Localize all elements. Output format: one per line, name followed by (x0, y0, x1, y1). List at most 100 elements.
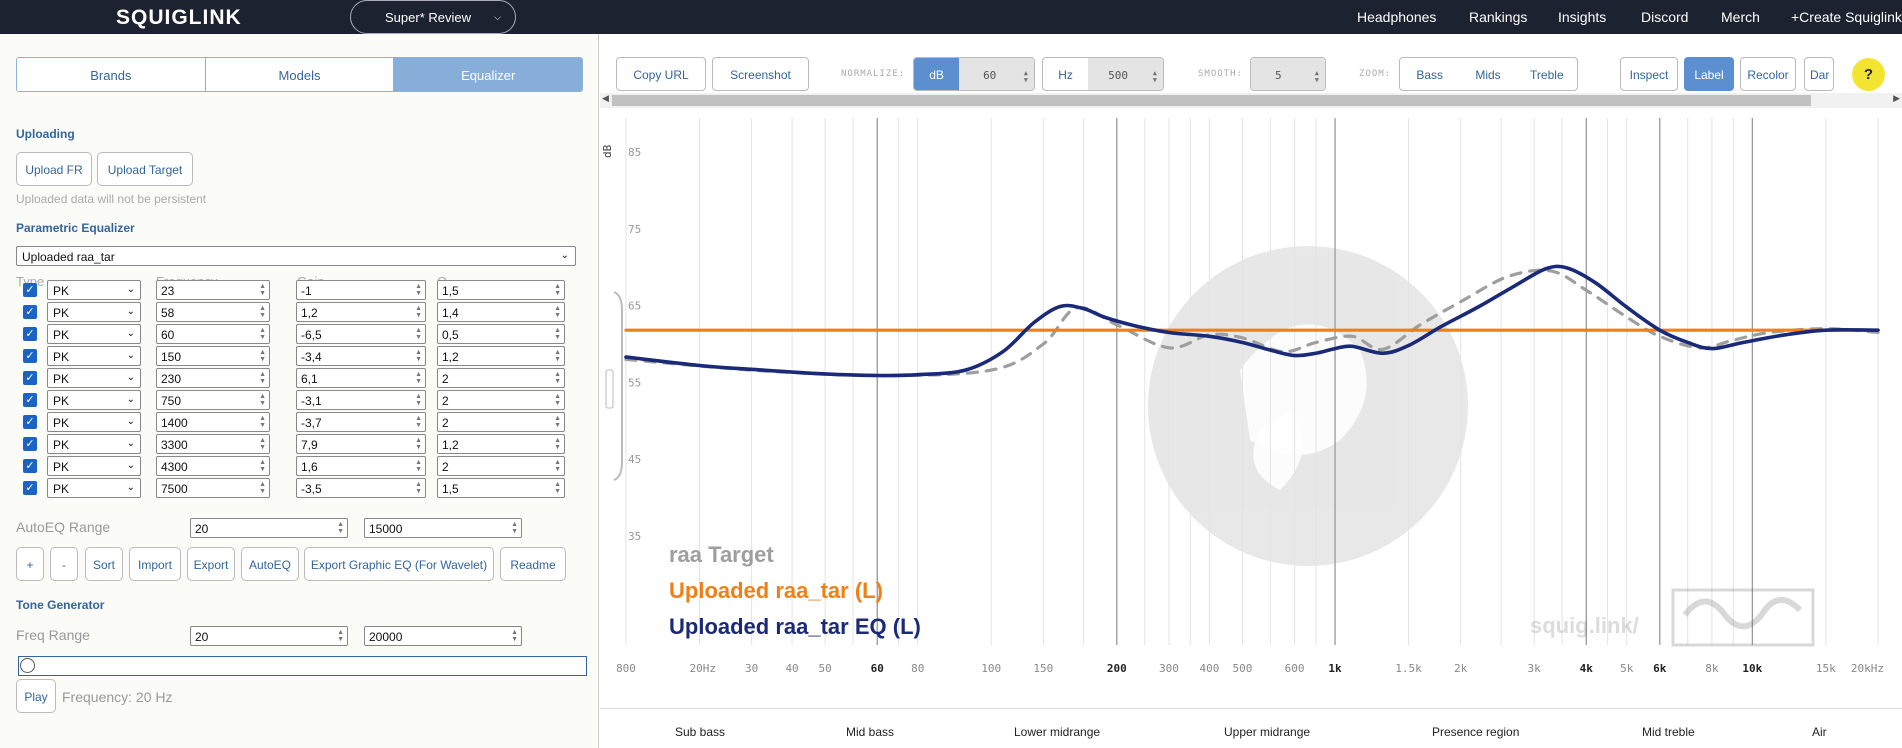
filter-frequency-input[interactable]: 230 ▲ ▼ (156, 368, 270, 388)
normalize-db-toggle[interactable]: dB (914, 58, 960, 90)
filter-q-input[interactable]: 2 ▲ ▼ (437, 390, 565, 410)
y-axis-handle[interactable] (605, 291, 623, 481)
spinner-icon[interactable]: ▲ ▼ (415, 327, 422, 341)
spinner-icon[interactable]: ▲ ▼ (554, 305, 561, 319)
autoeq-max-input[interactable]: 15000 ▲ ▼ (364, 518, 522, 538)
spinner-icon[interactable]: ▲ ▼ (259, 349, 266, 363)
upload-target-button[interactable]: Upload Target (97, 152, 193, 186)
zoom-mids-button[interactable]: Mids (1475, 68, 1501, 82)
filter-gain-input[interactable]: 1,2 ▲ ▼ (296, 302, 426, 322)
zoom-treble-button[interactable]: Treble (1530, 68, 1564, 82)
nav-headphones[interactable]: Headphones (1357, 9, 1437, 25)
dark-mode-button[interactable]: Dar (1804, 57, 1834, 91)
spinner-icon[interactable]: ▲ ▼ (415, 459, 422, 473)
filter-enabled-checkbox[interactable]: ✓ (23, 327, 37, 341)
filter-gain-input[interactable]: -1 ▲ ▼ (296, 280, 426, 300)
filter-type-select[interactable]: PK ⌄ (47, 456, 141, 476)
tab-models[interactable]: Models (205, 58, 395, 91)
smooth-input[interactable]: 5 ▲ ▼ (1251, 58, 1325, 90)
scrollbar-thumb[interactable] (612, 95, 1811, 106)
spinner-icon[interactable]: ▲ ▼ (554, 393, 561, 407)
spinner-icon[interactable]: ▲ ▼ (259, 437, 266, 451)
legend-uploaded-raa-tar[interactable]: Uploaded raa_tar (L) (669, 578, 883, 603)
spinner-icon[interactable]: ▲ ▼ (415, 481, 422, 495)
tone-min-input[interactable]: 20 ▲ ▼ (190, 626, 348, 646)
filter-q-input[interactable]: 1,2 ▲ ▼ (437, 346, 565, 366)
spinner-icon[interactable]: ▲ ▼ (337, 521, 344, 535)
database-select[interactable]: Super* Review ⌵ (350, 0, 516, 34)
nav-create-squiglink[interactable]: +Create Squiglink (1791, 9, 1902, 25)
remove-filter-button[interactable]: - (50, 547, 78, 581)
export-button[interactable]: Export (187, 547, 235, 581)
slider-thumb[interactable] (20, 658, 35, 673)
filter-q-input[interactable]: 2 ▲ ▼ (437, 412, 565, 432)
filter-gain-input[interactable]: 6,1 ▲ ▼ (296, 368, 426, 388)
play-button[interactable]: Play (16, 679, 56, 713)
filter-type-select[interactable]: PK ⌄ (47, 412, 141, 432)
spinner-icon[interactable]: ▲ ▼ (259, 481, 266, 495)
spinner-icon[interactable]: ▲ ▼ (554, 283, 561, 297)
filter-type-select[interactable]: PK ⌄ (47, 368, 141, 388)
spinner-icon[interactable]: ▲ ▼ (554, 437, 561, 451)
sort-button[interactable]: Sort (85, 547, 123, 581)
normalize-hz-input[interactable]: 500 ▲ ▼ (1088, 58, 1163, 90)
autoeq-min-input[interactable]: 20 ▲ ▼ (190, 518, 348, 538)
filter-q-input[interactable]: 1,2 ▲ ▼ (437, 434, 565, 454)
spinner-icon[interactable]: ▲ ▼ (1023, 69, 1028, 84)
spinner-icon[interactable]: ▲ ▼ (415, 305, 422, 319)
filter-frequency-input[interactable]: 58 ▲ ▼ (156, 302, 270, 322)
spinner-icon[interactable]: ▲ ▼ (511, 629, 518, 643)
screenshot-button[interactable]: Screenshot (712, 57, 809, 91)
filter-type-select[interactable]: PK ⌄ (47, 478, 141, 498)
filter-frequency-input[interactable]: 750 ▲ ▼ (156, 390, 270, 410)
label-button[interactable]: Label (1684, 57, 1734, 91)
scroll-left-icon[interactable]: ◀ (602, 93, 609, 103)
filter-gain-input[interactable]: -3,1 ▲ ▼ (296, 390, 426, 410)
filter-enabled-checkbox[interactable]: ✓ (23, 393, 37, 407)
filter-enabled-checkbox[interactable]: ✓ (23, 305, 37, 319)
toolbar-scrollbar[interactable]: ◀ ▶ (600, 93, 1902, 108)
scroll-right-icon[interactable]: ▶ (1893, 93, 1900, 103)
spinner-icon[interactable]: ▲ ▼ (259, 371, 266, 385)
spinner-icon[interactable]: ▲ ▼ (554, 415, 561, 429)
nav-discord[interactable]: Discord (1641, 9, 1689, 25)
filter-gain-input[interactable]: 1,6 ▲ ▼ (296, 456, 426, 476)
filter-type-select[interactable]: PK ⌄ (47, 302, 141, 322)
spinner-icon[interactable]: ▲ ▼ (259, 393, 266, 407)
spinner-icon[interactable]: ▲ ▼ (415, 283, 422, 297)
spinner-icon[interactable]: ▲ ▼ (1314, 69, 1319, 84)
filter-frequency-input[interactable]: 7500 ▲ ▼ (156, 478, 270, 498)
filter-frequency-input[interactable]: 3300 ▲ ▼ (156, 434, 270, 454)
filter-frequency-input[interactable]: 150 ▲ ▼ (156, 346, 270, 366)
filter-frequency-input[interactable]: 4300 ▲ ▼ (156, 456, 270, 476)
nav-insights[interactable]: Insights (1558, 9, 1607, 25)
spinner-icon[interactable]: ▲ ▼ (415, 415, 422, 429)
filter-gain-input[interactable]: -3,7 ▲ ▼ (296, 412, 426, 432)
filter-enabled-checkbox[interactable]: ✓ (23, 415, 37, 429)
spinner-icon[interactable]: ▲ ▼ (259, 305, 266, 319)
nav-merch[interactable]: Merch (1721, 9, 1760, 25)
legend-uploaded-raa-tar-eq[interactable]: Uploaded raa_tar EQ (L) (669, 614, 921, 639)
filter-frequency-input[interactable]: 1400 ▲ ▼ (156, 412, 270, 432)
normalize-db-input[interactable]: 60 ▲ ▼ (959, 58, 1034, 90)
filter-type-select[interactable]: PK ⌄ (47, 280, 141, 300)
frequency-response-graph[interactable]: 85 75 65 55 45 35 20Hz 30 40 50 60 80 100 150 200 300 4… (600, 110, 1902, 708)
filter-gain-input[interactable]: 7,9 ▲ ▼ (296, 434, 426, 454)
tone-max-input[interactable]: 20000 ▲ ▼ (364, 626, 522, 646)
spinner-icon[interactable]: ▲ ▼ (259, 327, 266, 341)
tone-frequency-slider[interactable] (18, 656, 587, 676)
spinner-icon[interactable]: ▲ ▼ (415, 349, 422, 363)
readme-button[interactable]: Readme (500, 547, 566, 581)
site-logo[interactable]: SQUIGLINK (116, 6, 242, 29)
upload-fr-button[interactable]: Upload FR (16, 152, 92, 186)
autoeq-button[interactable]: AutoEQ (241, 547, 299, 581)
spinner-icon[interactable]: ▲ ▼ (415, 393, 422, 407)
filter-q-input[interactable]: 2 ▲ ▼ (437, 456, 565, 476)
spinner-icon[interactable]: ▲ ▼ (259, 283, 266, 297)
raa-target-line[interactable] (624, 268, 1880, 378)
filter-q-input[interactable]: 2 ▲ ▼ (437, 368, 565, 388)
filter-enabled-checkbox[interactable]: ✓ (23, 283, 37, 297)
spinner-icon[interactable]: ▲ ▼ (259, 459, 266, 473)
help-button[interactable]: ? (1852, 58, 1885, 91)
spinner-icon[interactable]: ▲ ▼ (415, 371, 422, 385)
